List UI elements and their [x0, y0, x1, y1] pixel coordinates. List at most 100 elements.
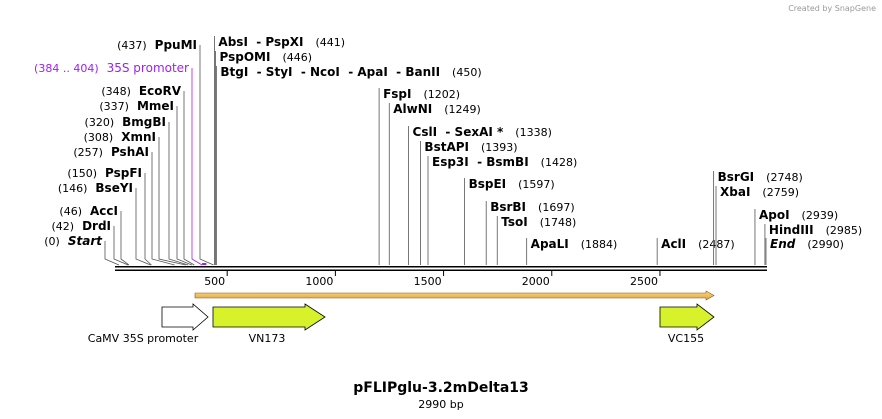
enzyme-label: FspI (1202)	[383, 87, 460, 101]
site: (0)	[44, 235, 60, 248]
enzyme-label: Esp3I - BsmBI (1428)	[432, 155, 577, 169]
enzyme-name: TsoI	[501, 215, 527, 229]
enzyme-label: (337) MmeI	[99, 99, 174, 113]
site: (257)	[73, 146, 103, 159]
enzyme-name: AccI	[90, 204, 118, 218]
site: (450)	[452, 66, 482, 79]
site: (441)	[315, 36, 345, 49]
title: pFLIPglu-3.2mDelta13	[353, 380, 529, 396]
site: (384 .. 404)	[34, 62, 99, 75]
enzyme-label: CslI - SexAI * (1338)	[413, 125, 552, 139]
site: (1338)	[515, 126, 552, 139]
feature-label: CaMV 35S promoter	[88, 332, 199, 345]
enzyme-label: (0) Start	[44, 234, 103, 248]
backbone	[115, 266, 767, 268]
site: (46)	[59, 205, 82, 218]
credit: Created by SnapGene	[788, 4, 876, 13]
site: (348)	[101, 85, 131, 98]
enzyme-label: (320) BmgBI	[85, 115, 166, 129]
enzyme-name: AlwNI	[393, 102, 432, 116]
site: (1393)	[481, 141, 518, 154]
site: (446)	[282, 51, 312, 64]
ruler-label: 2500	[630, 275, 658, 288]
enzyme-name: FspI	[383, 87, 411, 101]
site: (437)	[117, 39, 147, 52]
enzyme-name: AclI	[661, 237, 686, 251]
enzyme-label: BstAPI (1393)	[424, 140, 517, 154]
site: (1884)	[581, 238, 618, 251]
site: (150)	[67, 167, 97, 180]
site: (1597)	[518, 178, 555, 191]
feature-label: VC155	[668, 332, 704, 345]
enzyme-label: XbaI (2759)	[720, 185, 799, 199]
connector	[135, 188, 151, 266]
site-range	[202, 263, 207, 265]
feature-arrow	[212, 303, 326, 331]
enzyme-label: AclI (2487)	[661, 237, 735, 251]
enzyme-label: PspOMI (446)	[220, 50, 313, 64]
site: (2487)	[698, 238, 735, 251]
enzyme-name: MmeI	[137, 99, 174, 113]
enzyme-label: End (2990)	[770, 237, 844, 251]
enzyme-name: BseYI	[95, 181, 133, 195]
enzyme-label: AlwNI (1249)	[393, 102, 481, 116]
backbone	[115, 269, 767, 271]
connector	[144, 173, 152, 266]
enzyme-label: (150) PspFI	[67, 166, 142, 180]
enzyme-name: Start	[68, 234, 103, 248]
feature-arrow	[659, 303, 715, 331]
ruler-label: 500	[204, 275, 225, 288]
enzyme-label: BtgI - StyI - NcoI - ApaI - BanII (450)	[220, 65, 481, 79]
connector	[151, 152, 175, 266]
enzyme-name: DrdI	[82, 219, 111, 233]
site: (308)	[84, 131, 114, 144]
site: (2990)	[807, 238, 844, 251]
enzyme-label: TsoI (1748)	[501, 215, 576, 229]
enzyme-name: ApoI	[759, 208, 790, 222]
connector	[113, 226, 129, 266]
connector	[120, 211, 130, 266]
enzyme-name: BsrBI	[490, 200, 526, 214]
enzyme-name: PspOMI	[220, 50, 271, 64]
enzyme-name: End	[770, 237, 796, 251]
enzyme-name: ApaLI	[531, 237, 569, 251]
site: (1697)	[538, 201, 575, 214]
connector	[176, 106, 193, 266]
enzyme-name: 35S promoter	[107, 61, 189, 75]
site: (2748)	[766, 171, 803, 184]
enzyme-label: HindIII (2985)	[769, 223, 862, 237]
enzyme-label: (46) AccI	[59, 204, 118, 218]
enzyme-name: PspFI	[105, 166, 142, 180]
feature-label: VN173	[249, 332, 286, 345]
enzyme-name: CslI - SexAI *	[413, 125, 504, 139]
enzyme-name: BspEI	[469, 177, 507, 191]
enzyme-name: XmnI	[121, 130, 156, 144]
enzyme-name: EcoRV	[139, 84, 182, 98]
ruler-label: 1000	[305, 275, 333, 288]
feature-arrow	[194, 290, 715, 301]
connector	[104, 241, 120, 266]
feature-arrow	[161, 303, 209, 331]
enzyme-name: PpuMI	[155, 38, 197, 52]
enzyme-name: Esp3I - BsmBI	[432, 155, 529, 169]
enzyme-label: AbsI - PspXI (441)	[218, 35, 345, 49]
enzyme-name: HindIII	[769, 223, 814, 237]
site: (337)	[99, 100, 129, 113]
enzyme-label: ApoI (2939)	[759, 208, 838, 222]
site: (2939)	[802, 209, 839, 222]
connector	[199, 45, 214, 266]
connector	[191, 68, 203, 266]
enzyme-name: XbaI	[720, 185, 750, 199]
ruler-label: 2000	[522, 275, 550, 288]
enzyme-name: BtgI - StyI - NcoI - ApaI - BanII	[220, 65, 440, 79]
site: (2759)	[762, 186, 799, 199]
site: (1748)	[540, 216, 577, 229]
enzyme-name: BmgBI	[122, 115, 166, 129]
connector	[168, 122, 189, 266]
connector	[183, 91, 195, 266]
site: (2985)	[826, 224, 863, 237]
enzyme-name: BstAPI	[424, 140, 469, 154]
enzyme-label: (348) EcoRV	[101, 84, 181, 98]
enzyme-label: ApaLI (1884)	[531, 237, 618, 251]
